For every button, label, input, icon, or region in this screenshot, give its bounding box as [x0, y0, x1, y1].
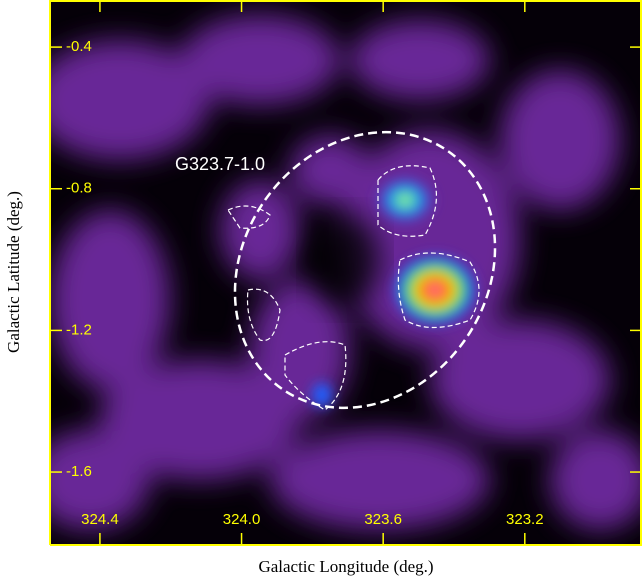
page: {"chart_data": {"type": "image", "annota… — [0, 0, 642, 583]
x-tick-label: 323.6 — [364, 511, 402, 528]
y-axis-label: Galactic Latitude (deg.) — [4, 191, 23, 353]
sky-map — [30, 0, 642, 545]
x-tick-label: 324.4 — [81, 511, 119, 528]
x-tick-label: 324.0 — [223, 511, 261, 528]
x-tick-label: 323.2 — [506, 511, 544, 528]
x-axis-label: Galactic Longitude (deg.) — [258, 557, 433, 576]
y-tick-label: -0.8 — [66, 180, 92, 197]
chart: G323.7-1.0 Galactic Longitude (deg.) Gal… — [0, 0, 642, 583]
y-tick-label: -1.2 — [66, 321, 92, 338]
annotation: G323.7-1.0 — [175, 154, 265, 174]
y-tick-label: -0.4 — [66, 38, 92, 55]
y-tick-label: -1.6 — [66, 463, 92, 480]
